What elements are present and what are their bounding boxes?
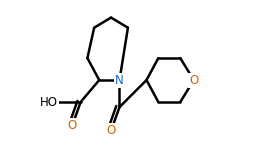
- Text: O: O: [106, 124, 116, 137]
- Text: N: N: [115, 74, 124, 87]
- Text: O: O: [189, 74, 198, 87]
- Text: O: O: [68, 119, 77, 132]
- Text: HO: HO: [40, 96, 58, 108]
